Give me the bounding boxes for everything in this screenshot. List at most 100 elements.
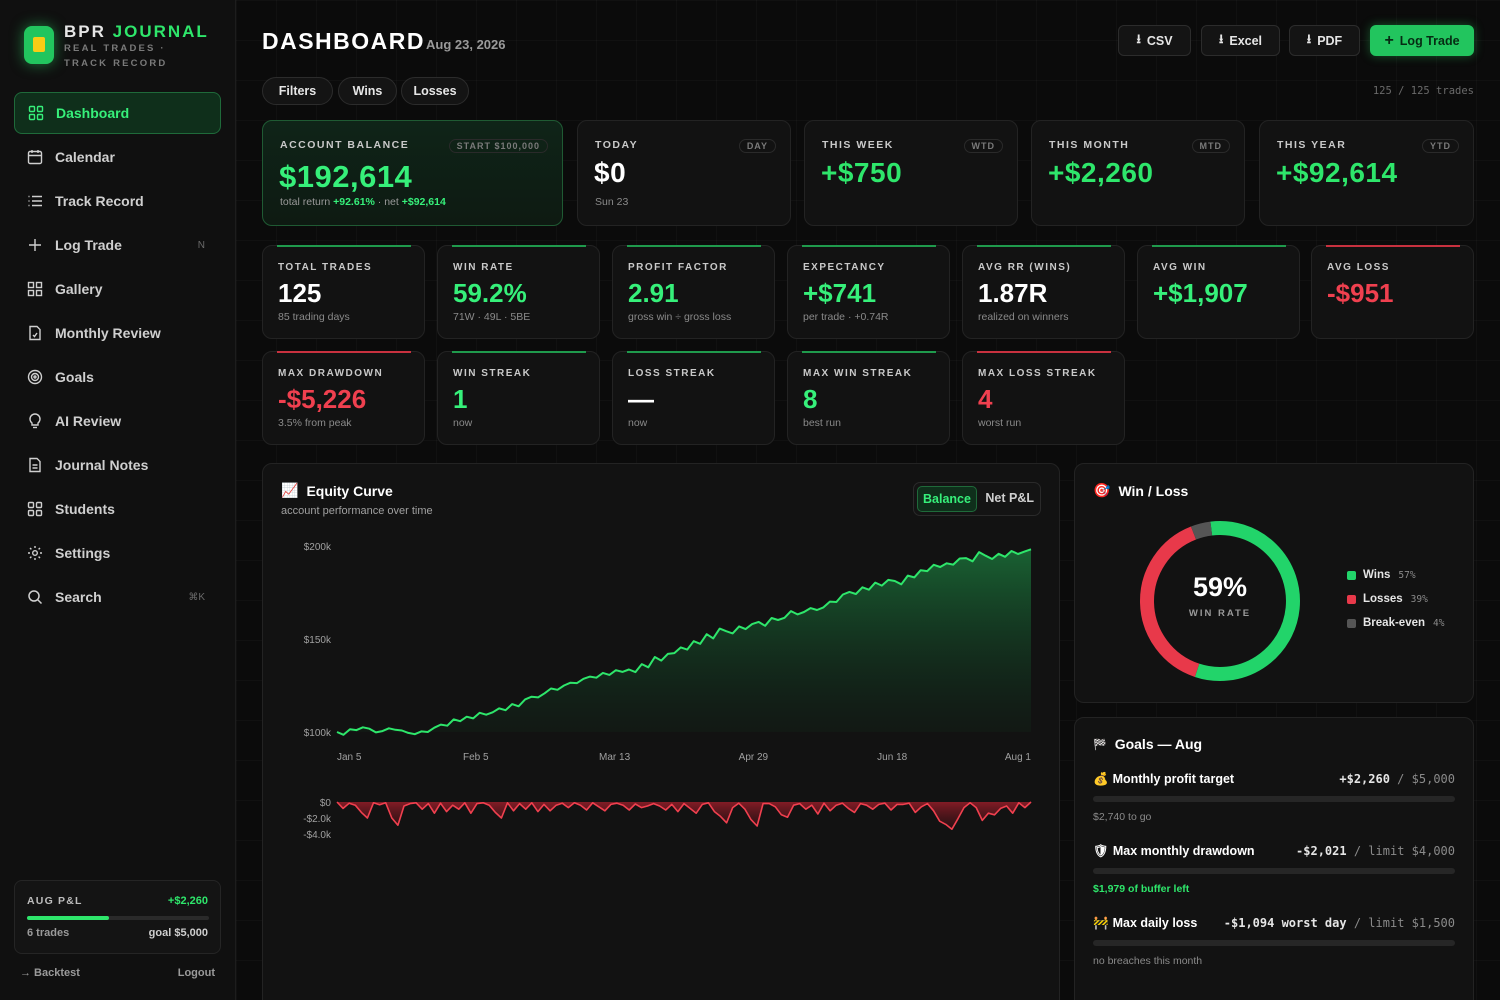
lightbulb-icon: [27, 413, 43, 429]
stat-card-max-drawdown: MAX DRAWDOWN -$5,226 3.5% from peak: [262, 351, 425, 445]
sidebar-item-ai-review[interactable]: AI Review: [14, 400, 221, 442]
stat-sub: 85 trading days: [278, 311, 350, 323]
sidebar-item-label: Journal Notes: [55, 457, 149, 473]
sidebar-item-label: Log Trade: [55, 237, 122, 253]
goal-value: -$1,094 worst day / limit $1,500: [1224, 916, 1455, 930]
legend-swatch: [1347, 570, 1356, 580]
card-label: THIS MONTH: [1049, 139, 1130, 151]
x-tick-label: Feb 5: [463, 752, 489, 763]
stat-card-avg-rr-wins: AVG RR (WINS) 1.87R realized on winners: [962, 245, 1125, 339]
stat-value: 125: [278, 278, 322, 308]
document-icon: [27, 325, 43, 341]
csv-button[interactable]: ⭳ CSV: [1118, 25, 1191, 56]
sidebar-nav: Dashboard Calendar Track Record Log Trade N G…: [14, 92, 221, 620]
sidebar-item-goals[interactable]: Goals: [14, 356, 221, 398]
goal-limit: limit $4,000: [1368, 844, 1455, 858]
gallery-icon: [27, 281, 43, 297]
card-sub: total return +92.61% · net +$92,614: [280, 196, 446, 208]
x-tick-label: Mar 13: [599, 752, 631, 763]
filters-pill[interactable]: Filters: [262, 77, 333, 105]
stat-label: PROFIT FACTOR: [628, 262, 728, 273]
goal-name: 🚧 Max daily loss: [1093, 916, 1197, 931]
goal-label: Monthly profit target: [1112, 772, 1235, 786]
x-tick-label: Jun 18: [877, 752, 907, 763]
stat-value: 8: [803, 384, 818, 414]
pl-trades: 6 trades: [27, 927, 70, 939]
sidebar-item-gallery[interactable]: Gallery: [14, 268, 221, 310]
net-pl-toggle[interactable]: Net P&L: [985, 491, 1034, 505]
sidebar-item-log-trade[interactable]: Log Trade N: [14, 224, 221, 266]
sidebar-item-calendar[interactable]: Calendar: [14, 136, 221, 178]
legend-label: Break-even: [1363, 617, 1426, 629]
card-label: TODAY: [595, 139, 639, 151]
goal-separator: /: [1346, 844, 1369, 858]
stat-card-max-loss-streak: MAX LOSS STREAK 4 worst run: [962, 351, 1125, 445]
card-label: THIS WEEK: [822, 139, 894, 151]
sidebar-item-settings[interactable]: Settings: [14, 532, 221, 574]
sidebar-item-journal-notes[interactable]: Journal Notes: [14, 444, 221, 486]
sidebar-item-label: Track Record: [55, 193, 144, 209]
summary-card-this-month: THIS MONTH MTD +$2,260: [1031, 120, 1245, 226]
donut-center-value: 59%: [1192, 572, 1248, 602]
stat-label: TOTAL TRADES: [278, 262, 373, 273]
goal-icon: 🛡: [1093, 844, 1109, 858]
download-icon: ⭳: [1218, 32, 1224, 46]
donut-slice-wins: [1194, 521, 1300, 681]
stat-value: +$1,907: [1153, 278, 1248, 308]
stat-sub: realized on winners: [978, 311, 1069, 323]
drawdown-area: [337, 802, 1031, 830]
stat-label: LOSS STREAK: [628, 368, 716, 379]
wins-pill[interactable]: Wins: [338, 77, 397, 105]
goal-current: -$1,094 worst day: [1223, 916, 1347, 930]
sidebar-item-students[interactable]: Students: [14, 488, 221, 530]
shortcut-hint: ⌘K: [188, 591, 205, 603]
balance-toggle[interactable]: Balance: [917, 486, 977, 512]
legend-swatch: [1347, 594, 1356, 604]
pdf-button[interactable]: ⭳ PDF: [1289, 25, 1360, 56]
goal-note: $2,740 to go: [1093, 811, 1152, 823]
stat-label: WIN STREAK: [453, 368, 532, 379]
card-label: ACCOUNT BALANCE: [280, 139, 410, 151]
stat-accent-line: [1326, 245, 1460, 247]
logo-icon: [24, 26, 54, 64]
y-tick-label: $100k: [304, 728, 332, 739]
sidebar-item-dashboard[interactable]: Dashboard: [14, 92, 221, 134]
backtest-link[interactable]: → Backtest: [20, 967, 80, 979]
stat-card-avg-win: AVG WIN +$1,907: [1137, 245, 1300, 339]
losses-pill[interactable]: Losses: [401, 77, 469, 105]
equity-subtitle: account performance over time: [281, 505, 433, 517]
logout-link[interactable]: Logout: [177, 967, 215, 979]
donut-slice-losses: [1140, 526, 1200, 677]
sidebar-item-label: Students: [55, 501, 115, 517]
checkered-flag-icon: 🏁: [1093, 738, 1107, 751]
stat-card-expectancy: EXPECTANCY +$741 per trade · +0.74R: [787, 245, 950, 339]
x-tick-label: Jan 5: [337, 752, 362, 763]
stat-accent-line: [277, 245, 411, 247]
stat-accent-line: [802, 351, 936, 353]
stat-label: AVG RR (WINS): [978, 262, 1072, 273]
log-trade-button[interactable]: + Log Trade: [1370, 25, 1474, 56]
goal-note: $1,979 of buffer left: [1093, 883, 1190, 895]
stat-accent-line: [452, 351, 586, 353]
students-icon: [27, 501, 43, 517]
goal-note: no breaches this month: [1093, 955, 1203, 967]
stat-label: MAX WIN STREAK: [803, 368, 913, 379]
plus-icon: +: [1384, 31, 1394, 49]
goal-label: Max daily loss: [1112, 916, 1198, 930]
goal-label: Max monthly drawdown: [1112, 844, 1255, 858]
legend-swatch: [1347, 618, 1356, 628]
list-icon: [27, 193, 43, 209]
sidebar-item-monthly-review[interactable]: Monthly Review: [14, 312, 221, 354]
target-icon: [27, 369, 43, 385]
sidebar-item-track-record[interactable]: Track Record: [14, 180, 221, 222]
win-loss-title: 🎯 Win / Loss: [1093, 482, 1189, 499]
card-tag: START $100,000: [448, 139, 548, 153]
card-value: +$2,260: [1048, 157, 1154, 188]
stat-value: —: [628, 384, 654, 414]
excel-button[interactable]: ⭳ Excel: [1201, 25, 1280, 56]
sidebar-item-label: Settings: [55, 545, 111, 561]
main-content: DASHBOARD Aug 23, 2026 ⭳ CSV ⭳ Excel ⭳ PDF …: [236, 0, 1500, 1000]
sidebar-item-search[interactable]: Search ⌘K: [14, 576, 221, 618]
drawdown-y-tick: -$2.0k: [303, 814, 332, 825]
calendar-icon: [27, 149, 43, 165]
